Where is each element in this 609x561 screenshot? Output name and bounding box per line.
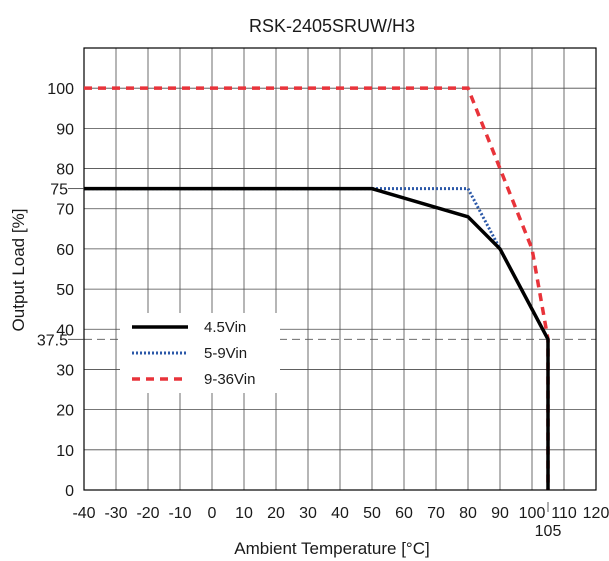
x-tick-label: 60 xyxy=(395,505,413,522)
y-axis-label: Output Load [%] xyxy=(9,209,28,332)
plot-frame xyxy=(83,47,597,491)
x-tick-label: 50 xyxy=(363,505,381,522)
tick-labels: -40 -30 -20 -10 0 10 20 30 40 50 60 70 80 90 100 110 120… xyxy=(37,81,609,540)
y-tick-label: 70 xyxy=(56,202,74,219)
y-tick-label-extra: 37.5 xyxy=(37,332,68,349)
y-tick-label: 80 xyxy=(56,162,74,179)
grid xyxy=(83,47,597,491)
series-line-9-36vin xyxy=(84,86,550,490)
x-tick-label: -30 xyxy=(104,505,127,522)
y-tick-label: 40 xyxy=(56,322,74,339)
x-tick-label: -40 xyxy=(72,505,95,522)
x-tick-label: -10 xyxy=(168,505,191,522)
x-tick-label-extra: 105 xyxy=(535,523,562,540)
y-tick-label: 0 xyxy=(65,483,74,500)
y-tick-label: 10 xyxy=(56,443,74,460)
x-tick-label: 120 xyxy=(583,505,609,522)
series-line-4-5vin xyxy=(84,186,550,490)
y-tick-label: 60 xyxy=(56,242,74,259)
y-tick-label: 30 xyxy=(56,362,74,379)
y-tick-label: 20 xyxy=(56,403,74,420)
x-tick-label: 30 xyxy=(299,505,317,522)
x-tick-label: 0 xyxy=(208,505,217,522)
legend-label-5-9vin: 5-9Vin xyxy=(204,345,247,362)
y-tick-label: 90 xyxy=(56,121,74,138)
chart-title: RSK-2405SRUW/H3 xyxy=(249,16,415,36)
x-tick-label: 110 xyxy=(551,505,577,522)
x-tick-label: 100 xyxy=(519,505,546,522)
x-tick-label: 10 xyxy=(235,505,253,522)
x-tick-label: 40 xyxy=(331,505,349,522)
x-tick-label: 70 xyxy=(427,505,445,522)
x-tick-label: -20 xyxy=(136,505,159,522)
legend: 4.5Vin 5-9Vin 9-36Vin xyxy=(120,313,280,393)
series-lines xyxy=(84,86,550,490)
x-tick-label: 80 xyxy=(459,505,477,522)
x-tick-label: 90 xyxy=(491,505,509,522)
legend-label-4p5vin: 4.5Vin xyxy=(204,319,246,336)
y-tick-label: 100 xyxy=(47,81,74,98)
x-axis-label: Ambient Temperature [°C] xyxy=(234,539,429,558)
x-tick-label: 20 xyxy=(267,505,285,522)
y-tick-label-extra: 75 xyxy=(50,182,68,199)
y-tick-label: 50 xyxy=(56,282,74,299)
legend-label-9-36vin: 9-36Vin xyxy=(204,371,255,388)
